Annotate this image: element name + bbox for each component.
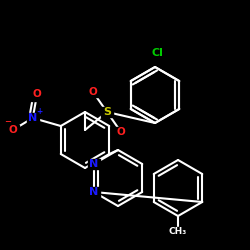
Text: N: N [89,159,99,169]
Text: O: O [88,87,98,97]
Bar [87,87,99,97]
Bar [7,125,19,135]
Text: O: O [8,125,17,135]
Text: O: O [116,127,126,137]
Text: −: − [4,118,11,126]
Bar [115,127,127,137]
Text: CH₃: CH₃ [169,228,187,236]
Bar [101,107,113,117]
Bar [169,227,187,237]
Bar [88,187,100,197]
Text: N: N [89,187,99,197]
Bar [88,159,100,169]
Bar [27,113,39,123]
Text: S: S [103,107,111,117]
Text: O: O [32,89,41,99]
Text: +: + [37,108,43,116]
Text: Cl: Cl [151,48,163,58]
Text: N: N [28,113,38,123]
Bar [31,92,42,100]
